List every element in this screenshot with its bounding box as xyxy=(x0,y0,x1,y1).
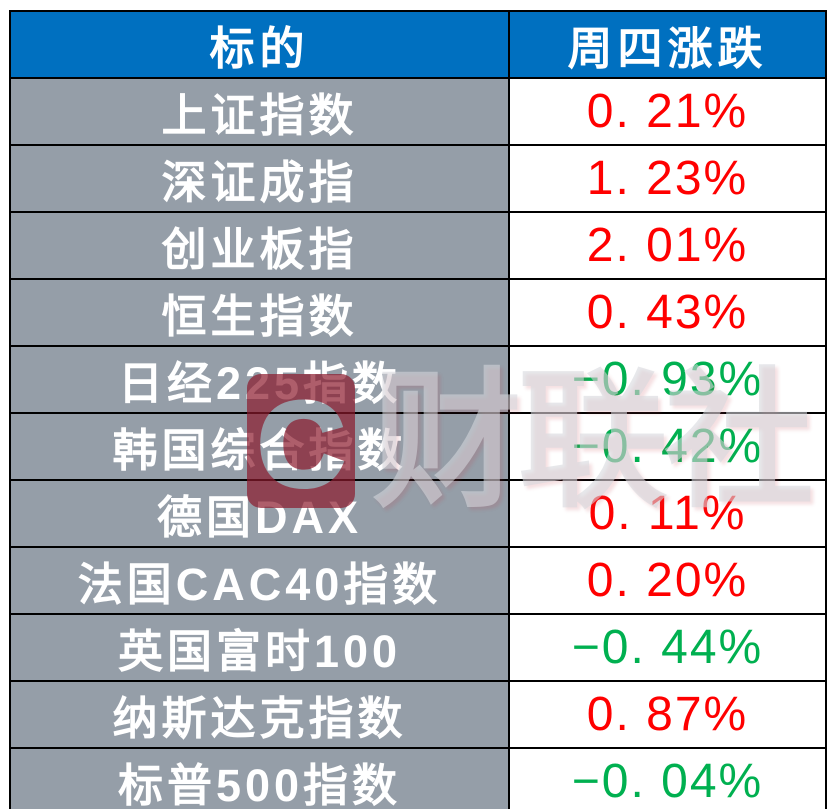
table-row: 上证指数 0. 21% xyxy=(9,77,827,146)
change-value-cell: 0. 21% xyxy=(508,77,827,146)
index-name-cell: 日经225指数 xyxy=(9,345,510,414)
change-value-cell: 1. 23% xyxy=(508,144,827,213)
change-value-cell: 0. 43% xyxy=(508,278,827,347)
table-row: 创业板指 2. 01% xyxy=(9,211,827,280)
change-value-cell: 2. 01% xyxy=(508,211,827,280)
index-name-cell: 纳斯达克指数 xyxy=(9,680,510,749)
table-body: 上证指数 0. 21% 深证成指 1. 23% 创业板指 2. 01% 恒生指数 0. 43%… xyxy=(9,77,827,809)
change-value-cell: −0. 93% xyxy=(508,345,827,414)
header-target-column: 标的 xyxy=(9,10,510,79)
index-name-cell: 法国CAC40指数 xyxy=(9,546,510,615)
table-row: 恒生指数 0. 43% xyxy=(9,278,827,347)
change-value-cell: 0. 11% xyxy=(508,479,827,548)
table-row: 标普500指数 −0. 04% xyxy=(9,747,827,809)
change-value-cell: 0. 20% xyxy=(508,546,827,615)
index-name-cell: 标普500指数 xyxy=(9,747,510,809)
change-value-cell: −0. 04% xyxy=(508,747,827,809)
change-value-cell: −0. 44% xyxy=(508,613,827,682)
change-value-cell: 0. 87% xyxy=(508,680,827,749)
table-row: 纳斯达克指数 0. 87% xyxy=(9,680,827,749)
header-change-column: 周四涨跌 xyxy=(508,10,827,79)
index-name-cell: 英国富时100 xyxy=(9,613,510,682)
table-header: 标的 周四涨跌 xyxy=(9,10,827,79)
index-name-cell: 上证指数 xyxy=(9,77,510,146)
index-name-cell: 深证成指 xyxy=(9,144,510,213)
change-value-cell: −0. 42% xyxy=(508,412,827,481)
market-index-table: 标的 周四涨跌 上证指数 0. 21% 深证成指 1. 23% 创业板指 2. 01% 恒生… xyxy=(9,10,827,809)
table-row: 韩国综合指数 −0. 42% xyxy=(9,412,827,481)
table-row: 英国富时100 −0. 44% xyxy=(9,613,827,682)
table-row: 深证成指 1. 23% xyxy=(9,144,827,213)
index-name-cell: 德国DAX xyxy=(9,479,510,548)
table-header-row: 标的 周四涨跌 xyxy=(9,10,827,79)
index-name-cell: 恒生指数 xyxy=(9,278,510,347)
index-name-cell: 创业板指 xyxy=(9,211,510,280)
table-row: 德国DAX 0. 11% xyxy=(9,479,827,548)
table-row: 日经225指数 −0. 93% xyxy=(9,345,827,414)
table-row: 法国CAC40指数 0. 20% xyxy=(9,546,827,615)
index-name-cell: 韩国综合指数 xyxy=(9,412,510,481)
